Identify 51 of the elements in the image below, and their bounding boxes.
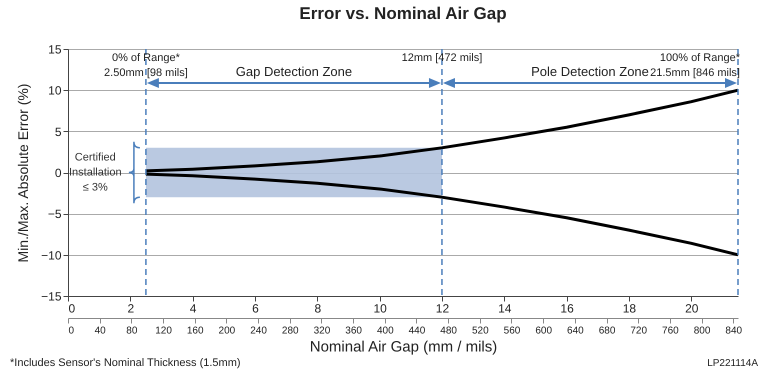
- x2-tick-label: 720: [630, 326, 648, 336]
- annotation: Pole Detection Zone: [531, 64, 649, 79]
- x2-tick-label: 240: [250, 326, 268, 336]
- ref-line-label: 100% of Range* 21.5mm [846 mils]: [650, 52, 741, 79]
- x2-tick-label: 400: [376, 326, 394, 336]
- x2-tick-label: 640: [567, 326, 584, 336]
- x2-tick-label: 480: [440, 326, 458, 336]
- y-tick-label: 5: [54, 124, 62, 139]
- x2-tick-label: 320: [314, 326, 331, 336]
- x-tick-label: 8: [314, 302, 322, 316]
- x-tick-label: 0: [68, 302, 76, 316]
- text: LP221114A: [707, 358, 758, 369]
- y-axis-title: Min./Max. Absolute Error (%): [15, 84, 32, 262]
- x-tick-label: 6: [252, 302, 260, 316]
- x2-tick-label: 800: [694, 326, 711, 336]
- x-tick-label: 14: [498, 302, 512, 316]
- x2-tick-label: 600: [535, 326, 552, 336]
- x-tick-label: 16: [560, 302, 574, 316]
- x2-tick-label: 80: [126, 326, 138, 336]
- x2-tick-label: 120: [155, 326, 172, 336]
- band-label: Certified Installation ≤ 3%: [68, 152, 122, 194]
- ref-line-label: 12mm [472 mils]: [402, 52, 482, 64]
- y-tick-label: 10: [48, 84, 62, 98]
- x-tick-label: 18: [622, 302, 636, 316]
- x-tick-label: 12: [436, 302, 450, 316]
- x2-tick-label: 280: [282, 326, 300, 336]
- x2-tick-label: 760: [662, 326, 680, 336]
- y-tick-label: −15: [41, 290, 62, 304]
- x-tick-label: 20: [685, 302, 699, 316]
- y-tick-label: 15: [48, 42, 62, 56]
- x2-tick-label: 40: [94, 326, 106, 336]
- text: *Includes Sensor's Nominal Thickness (1.5mm): [10, 357, 241, 369]
- x2-tick-label: 440: [408, 326, 426, 336]
- chart-title: Error vs. Nominal Air Gap: [299, 4, 507, 23]
- y-tick-label: −5: [48, 207, 62, 222]
- x-tick-label: 4: [190, 302, 197, 316]
- x2-tick-label: 520: [472, 326, 490, 336]
- x2-tick-label: 560: [504, 326, 521, 336]
- x2-tick-label: 360: [345, 326, 362, 336]
- y-tick-label: 0: [54, 166, 62, 180]
- x-tick-label: 10: [373, 302, 388, 316]
- x-tick-label: 2: [127, 302, 134, 316]
- x-axis-title: Nominal Air Gap (mm / mils): [310, 338, 498, 356]
- x2-tick-label: 160: [186, 326, 204, 336]
- x2-tick-label: 0: [68, 326, 74, 336]
- y-tick-label: −10: [41, 248, 62, 262]
- annotation: Gap Detection Zone: [236, 64, 352, 79]
- ref-line-label: 0% of Range* 2.50mm [98 mils]: [104, 52, 188, 79]
- x2-tick-label: 200: [218, 326, 236, 336]
- x2-tick-label: 680: [598, 326, 616, 336]
- x2-tick-label: 840: [725, 326, 743, 336]
